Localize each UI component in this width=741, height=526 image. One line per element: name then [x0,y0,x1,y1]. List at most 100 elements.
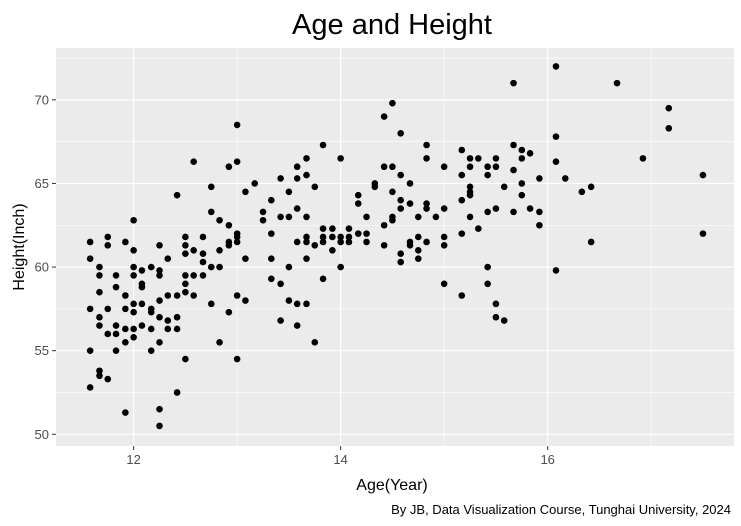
data-point [484,263,491,271]
data-point [510,79,517,87]
data-point [251,180,259,187]
data-point [466,191,474,199]
data-point [86,238,94,246]
data-point [277,175,284,182]
data-point [225,242,233,249]
data-point [285,263,293,271]
data-point [354,200,362,207]
data-point [319,233,327,241]
data-point [130,216,137,224]
data-point [500,317,508,324]
data-point [96,322,103,329]
data-point [190,272,197,279]
data-point [397,258,404,266]
data-point [164,317,172,324]
data-point [345,225,353,232]
data-point [414,247,422,254]
data-point [156,267,163,274]
data-point [397,196,404,204]
data-point [423,141,430,149]
data-point [104,330,112,338]
data-point [345,233,353,241]
data-point [156,405,163,413]
plot-panel [56,48,734,446]
data-point [380,163,388,171]
data-point [329,233,336,241]
data-points [86,63,707,430]
data-point [319,275,327,283]
data-point [242,255,249,263]
data-point [587,183,595,191]
data-point [156,297,163,304]
data-point [329,225,336,232]
data-point [337,233,344,241]
data-point [130,247,137,254]
data-point [389,188,396,196]
data-point [173,313,181,321]
data-point [225,308,233,316]
data-point [303,238,310,246]
data-point [423,155,430,162]
data-point [337,263,344,271]
data-point [303,255,310,263]
data-point [397,129,404,137]
data-point [311,242,319,249]
data-point [380,242,388,249]
data-point [122,292,129,299]
data-point [363,238,370,246]
data-point [277,317,284,324]
data-point [337,155,344,162]
data-point [510,141,517,149]
data-point [293,300,301,308]
data-point [138,283,146,291]
x-tick-label: 12 [126,452,140,467]
data-point [147,325,155,333]
data-point [96,372,103,380]
data-point [104,305,112,313]
x-axis-title: Age(Year) [356,477,427,494]
data-point [458,230,466,237]
data-point [518,146,526,154]
data-point [277,213,284,221]
data-point [164,292,172,299]
data-point [303,300,310,308]
data-point [242,188,249,196]
data-point [285,297,293,304]
data-point [130,325,137,333]
data-point [156,422,163,430]
data-point [484,208,491,216]
data-point [182,288,189,296]
data-point [225,221,233,229]
data-point [225,163,233,171]
data-point [552,63,560,70]
data-point [147,347,155,354]
data-point [492,205,500,212]
data-point [458,146,466,154]
data-point [112,347,120,354]
data-point [389,163,396,171]
data-point [104,233,112,241]
data-point [536,221,543,229]
data-point [311,339,319,346]
data-point [466,163,474,171]
data-point [423,200,430,207]
data-point [665,124,673,132]
data-point [510,166,517,174]
data-point [233,233,241,241]
axis-ticks: 12 14 16 50 55 60 65 70 [35,92,555,467]
data-point [173,191,181,199]
data-point [587,238,595,246]
data-point [319,141,327,149]
data-point [397,205,404,212]
data-point [122,325,129,333]
data-point [526,205,534,212]
data-point [329,247,336,254]
data-point [552,267,560,274]
data-point [337,238,344,246]
data-point [414,213,422,221]
data-point [207,263,215,271]
data-point [406,242,414,249]
data-point [104,242,112,249]
data-point [303,233,310,241]
